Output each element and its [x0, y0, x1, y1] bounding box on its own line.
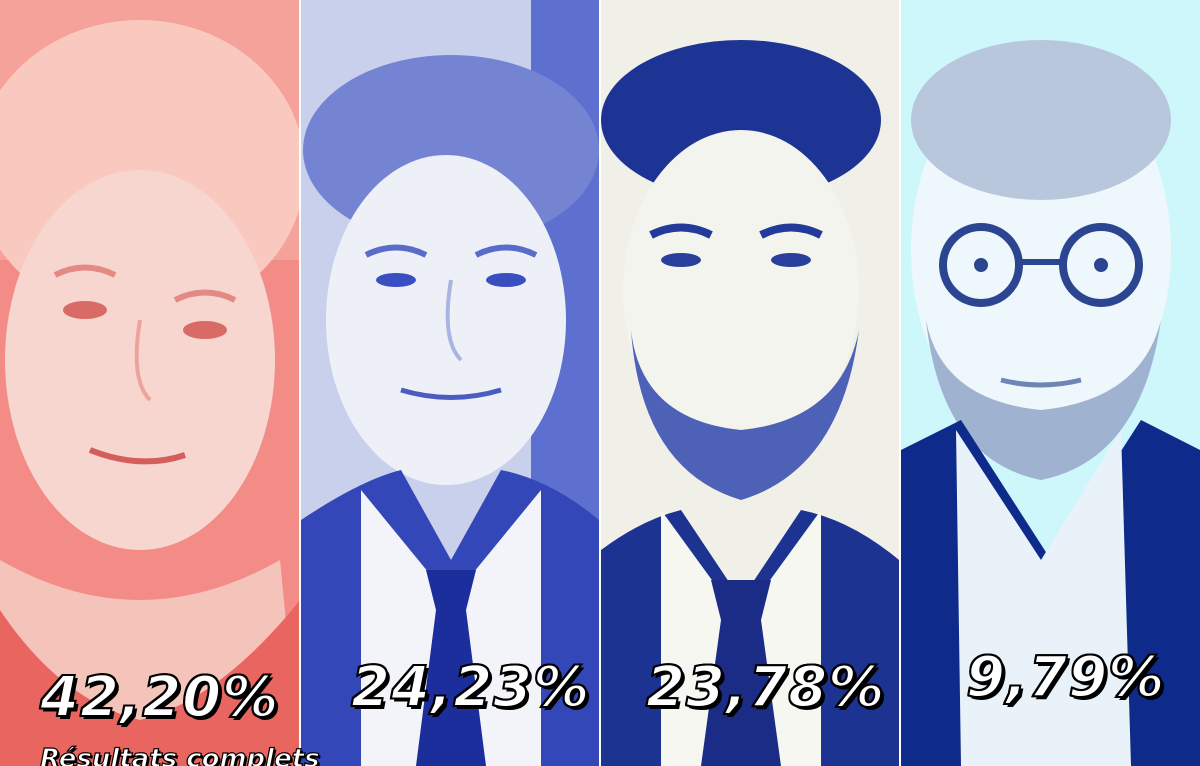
- candidate-portrait-4: [901, 0, 1200, 766]
- candidate-portrait-2: [301, 0, 599, 766]
- candidate-panel-3: 23,78%: [601, 0, 899, 766]
- candidate-result-1: 42,20%: [39, 664, 280, 731]
- candidate-panel-2: 24,23%: [301, 0, 599, 766]
- candidate-result-4: 9,79%: [965, 644, 1166, 711]
- candidate-portrait-1: [0, 0, 300, 766]
- candidate-result-3: 23,78%: [645, 654, 886, 721]
- panel-divider: [899, 0, 901, 766]
- panel-divider: [299, 0, 301, 766]
- candidate-panel-1: 42,20%: [0, 0, 300, 766]
- candidate-panel-4: 9,79%: [901, 0, 1200, 766]
- panel-divider: [599, 0, 601, 766]
- candidate-portrait-3: [601, 0, 899, 766]
- full-results-link[interactable]: Résultats complets: [39, 743, 320, 766]
- candidate-result-2: 24,23%: [350, 654, 591, 721]
